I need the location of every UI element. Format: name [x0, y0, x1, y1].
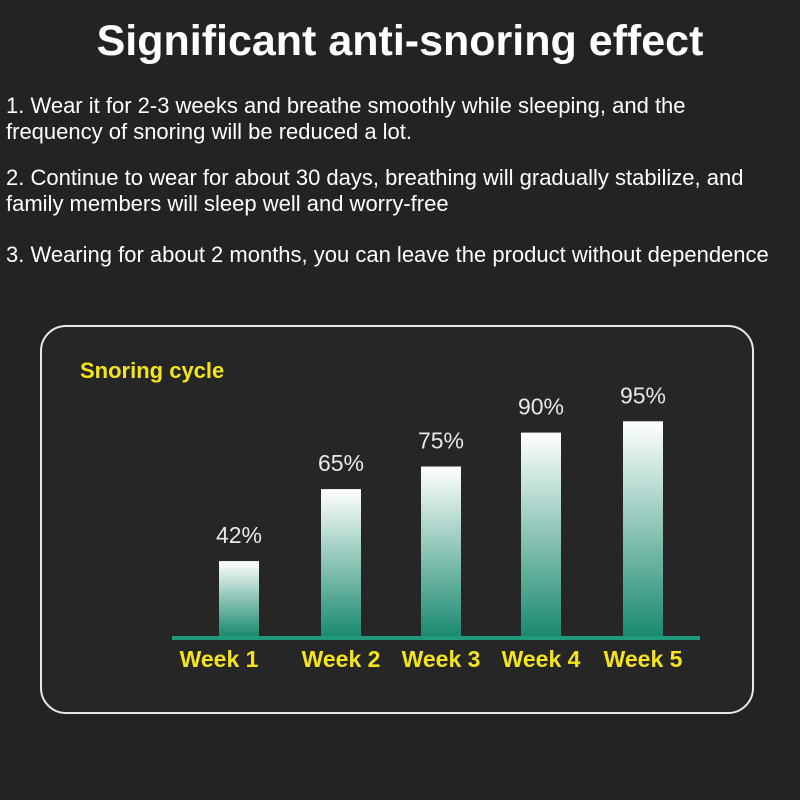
- bar-4: [521, 432, 561, 636]
- benefit-point-1: 1. Wear it for 2-3 weeks and breathe smo…: [6, 93, 686, 144]
- benefit-point-3: 3. Wearing for about 2 months, you can l…: [6, 242, 769, 267]
- bar-5: [623, 421, 663, 636]
- page-title: Significant anti-snoring effect: [96, 17, 704, 65]
- bar-3: [421, 466, 461, 636]
- value-label-5: 95%: [620, 382, 666, 408]
- value-label-1: 42%: [216, 522, 262, 548]
- bar-1: [219, 561, 259, 636]
- category-label-1: Week 1: [180, 646, 259, 672]
- value-label-3: 75%: [418, 428, 464, 454]
- category-label-3: Week 3: [402, 646, 481, 672]
- category-label-4: Week 4: [502, 646, 581, 672]
- benefit-point-2: 2. Continue to wear for about 30 days, b…: [6, 165, 744, 216]
- category-label-5: Week 5: [604, 646, 683, 672]
- category-label-2: Week 2: [302, 646, 381, 672]
- bar-2: [321, 489, 361, 636]
- value-label-4: 90%: [518, 394, 564, 420]
- value-label-2: 65%: [318, 450, 364, 476]
- chart-title: Snoring cycle: [80, 358, 225, 383]
- x-axis-line: [172, 636, 700, 640]
